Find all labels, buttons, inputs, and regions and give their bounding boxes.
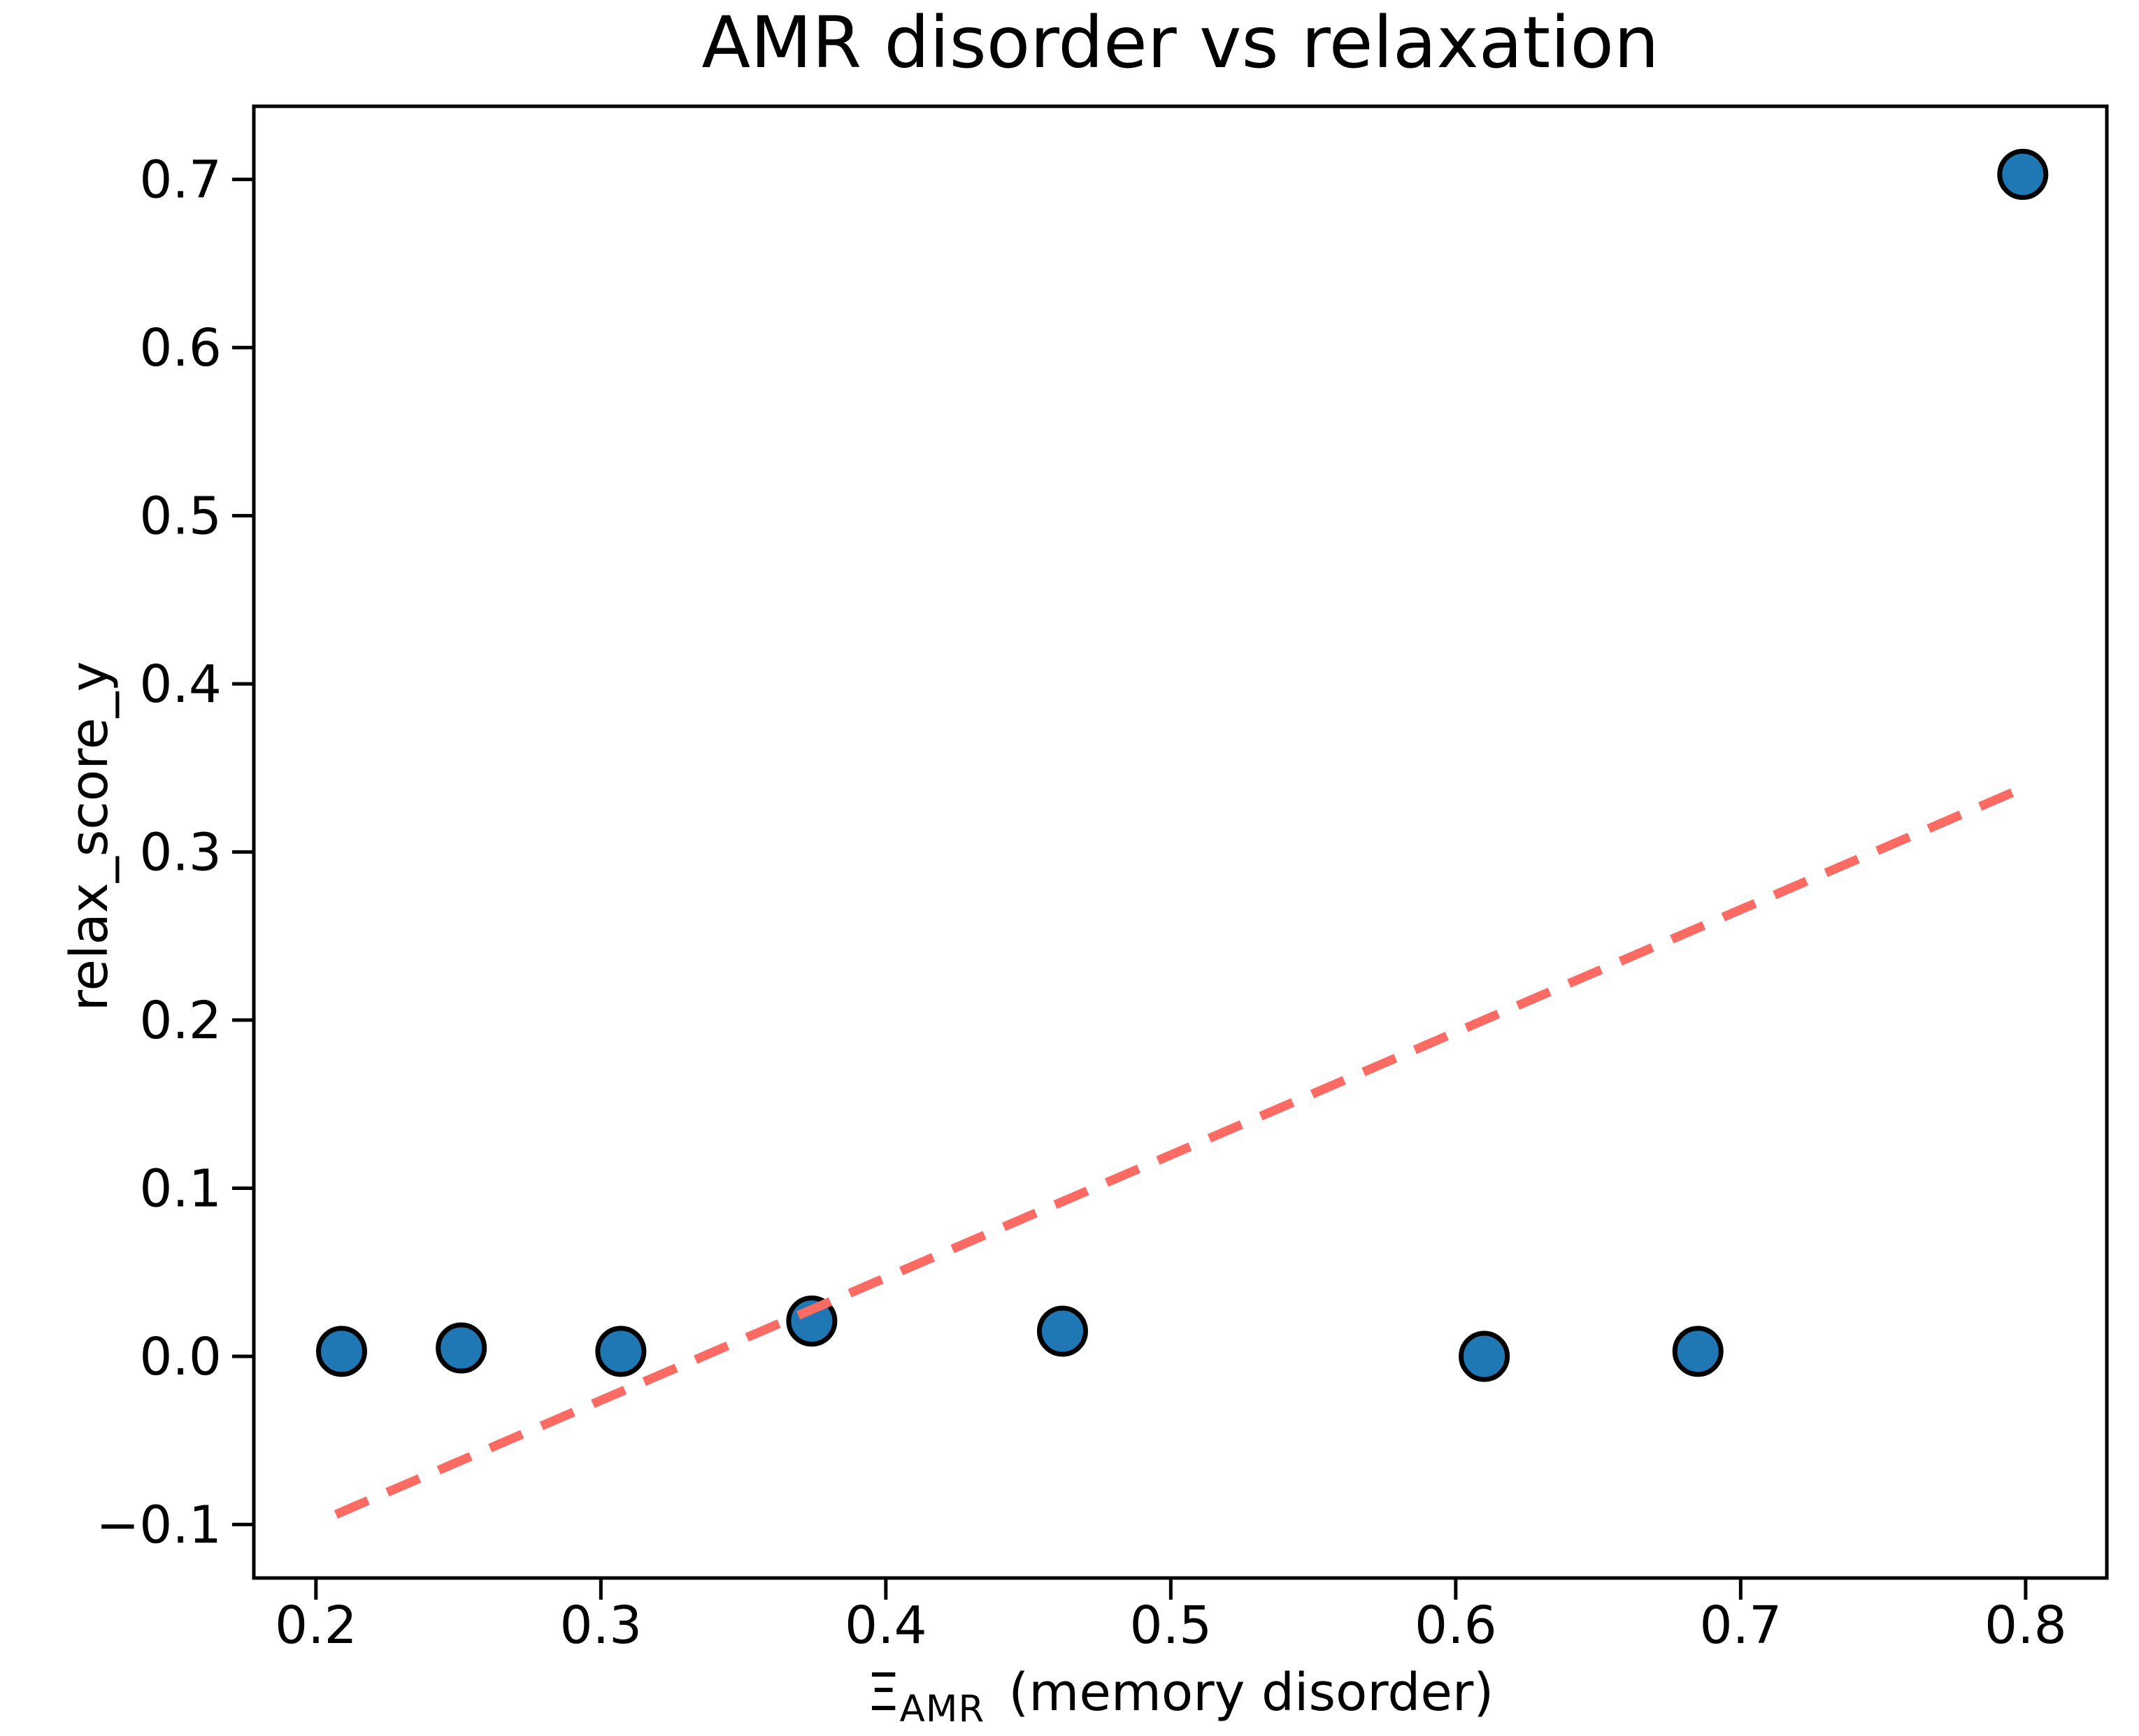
x-tick-label: 0.2	[275, 1595, 357, 1656]
y-tick-label: 0.4	[139, 654, 222, 715]
y-tick-label: 0.2	[139, 991, 222, 1051]
xlabel-suffix: (memory disorder)	[1008, 1663, 1494, 1723]
x-tick-label: 0.7	[1700, 1595, 1782, 1656]
chart-title: AMR disorder vs relaxation	[701, 1, 1659, 85]
x-tick-label: 0.6	[1415, 1595, 1497, 1656]
xlabel-subscript: AMR	[899, 1688, 985, 1730]
y-tick-label: 0.5	[139, 487, 222, 547]
y-tick-label: 0.1	[139, 1159, 222, 1219]
y-axis-label: relax_score_y	[59, 661, 120, 1012]
trend-line	[334, 784, 2025, 1519]
data-point	[436, 1322, 487, 1374]
x-tick-label: 0.8	[1984, 1595, 2067, 1656]
y-tick-label: 0.3	[139, 823, 222, 883]
x-tick-label: 0.5	[1130, 1595, 1212, 1656]
data-point	[1036, 1305, 1088, 1357]
y-tick-label: −0.1	[96, 1495, 222, 1556]
x-axis-label: ΞAMR (memory disorder)	[254, 1667, 2107, 1728]
x-tick-label: 0.3	[559, 1595, 642, 1656]
data-point	[786, 1296, 838, 1347]
data-point	[1997, 148, 2049, 200]
axes-spines	[252, 104, 2109, 1580]
y-tick-label: 0.7	[139, 150, 222, 210]
data-point	[1459, 1330, 1510, 1382]
data-point	[316, 1326, 368, 1377]
xlabel-symbol: Ξ	[866, 1663, 900, 1723]
x-tick-label: 0.4	[845, 1595, 927, 1656]
data-point	[595, 1326, 647, 1377]
y-tick-label: 0.6	[139, 318, 222, 378]
y-tick-label: 0.0	[139, 1327, 222, 1387]
data-point	[1672, 1326, 1724, 1377]
